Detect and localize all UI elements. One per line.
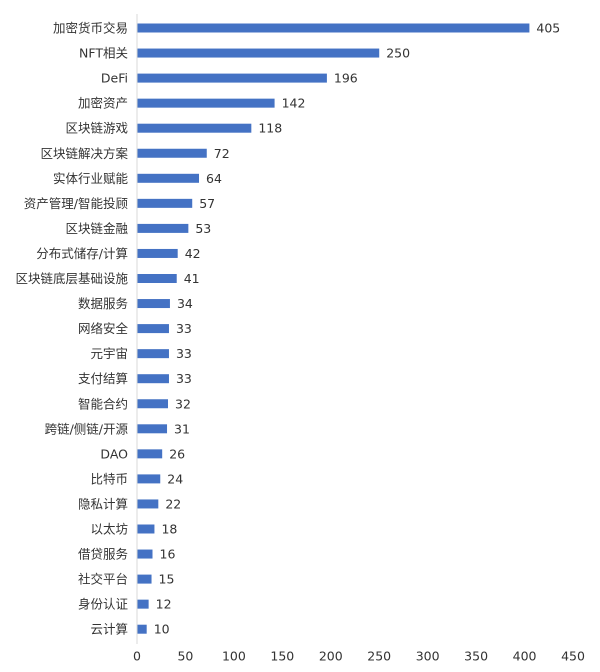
bar-20 [137,524,155,534]
value-label: 196 [334,71,358,86]
category-label: 分布式储存/计算 [36,246,128,261]
category-label: 以太坊 [90,522,128,537]
category-label: 借贷服务 [78,547,128,562]
category-label: 智能合约 [78,396,128,411]
bar-4 [137,123,252,133]
value-label: 15 [159,572,175,587]
x-tick-label: 100 [222,649,246,664]
value-label: 16 [160,547,176,562]
bar-15 [137,399,169,409]
category-label: 跨链/侧链/开源 [45,421,129,436]
bar-18 [137,474,161,484]
category-label: NFT相关 [79,46,128,61]
value-label: 18 [161,522,177,537]
value-label: 22 [165,496,181,511]
category-label: 社交平台 [78,572,128,587]
value-label: 26 [169,446,185,461]
x-axis-ticks-layer: 0 50 100 150 200 250 300 350 400 450 [133,649,585,664]
value-label: 72 [214,146,230,161]
x-tick-label: 0 [133,649,141,664]
category-label: 隐私计算 [78,496,128,511]
category-label: 加密货币交易 [53,21,128,36]
x-tick-label: 350 [464,649,488,664]
value-label: 64 [206,171,222,186]
category-label: 元宇宙 [90,346,128,361]
value-label: 53 [195,221,211,236]
category-label: 数据服务 [78,296,128,311]
bar-1 [137,48,380,58]
value-label: 33 [176,321,192,336]
bar-21 [137,549,153,559]
value-label: 142 [282,96,306,111]
bar-11 [137,299,170,309]
bar-17 [137,449,163,459]
bar-0 [137,23,530,33]
x-tick-label: 50 [177,649,193,664]
category-label: 实体行业赋能 [53,171,129,186]
value-label: 34 [177,296,193,311]
category-label: 身份认证 [78,597,129,612]
value-label: 57 [199,196,215,211]
value-label: 405 [536,21,560,36]
category-label: 区块链游戏 [65,121,128,136]
bars-layer [137,23,530,634]
bar-7 [137,198,193,208]
value-label: 41 [184,271,200,286]
value-label: 24 [167,471,183,486]
category-label: DeFi [101,71,128,86]
category-label: 加密资产 [78,96,128,111]
bar-19 [137,499,159,509]
bar-24 [137,624,147,634]
category-label: 网络安全 [78,321,129,336]
value-label: 42 [185,246,201,261]
x-tick-label: 150 [270,649,294,664]
bar-23 [137,599,149,609]
bar-6 [137,173,200,183]
value-label: 118 [258,121,282,136]
bar-12 [137,324,169,334]
x-tick-label: 200 [319,649,343,664]
category-label: 比特币 [90,471,128,486]
value-label: 250 [386,46,410,61]
bar-16 [137,424,168,434]
x-tick-label: 400 [513,649,537,664]
x-tick-label: 250 [367,649,391,664]
bar-2 [137,73,327,83]
bar-13 [137,349,169,359]
bar-8 [137,223,189,233]
category-label: 资产管理/智能投顾 [24,196,128,211]
bar-10 [137,274,177,283]
category-label: DAO [100,446,128,461]
category-label: 区块链底层基础设施 [15,271,128,286]
value-label: 33 [176,346,192,361]
category-labels-layer: 加密货币交易 NFT相关 DeFi 加密资产区块链游戏区块链解决方案实体行业赋能资产管… [15,21,128,637]
category-label: 云计算 [90,622,128,637]
bar-22 [137,574,152,584]
value-label: 33 [176,371,192,386]
x-tick-label: 450 [561,649,585,664]
value-label: 10 [154,622,170,637]
bar-14 [137,374,169,384]
category-label: 支付结算 [78,371,128,386]
x-tick-label: 300 [416,649,440,664]
value-label: 12 [156,597,172,612]
bar-3 [137,98,275,108]
value-label: 31 [174,421,190,436]
value-label: 32 [175,396,191,411]
category-label: 区块链解决方案 [40,146,128,161]
bar-9 [137,248,178,258]
bar-5 [137,148,207,158]
category-label: 区块链金融 [65,221,128,236]
